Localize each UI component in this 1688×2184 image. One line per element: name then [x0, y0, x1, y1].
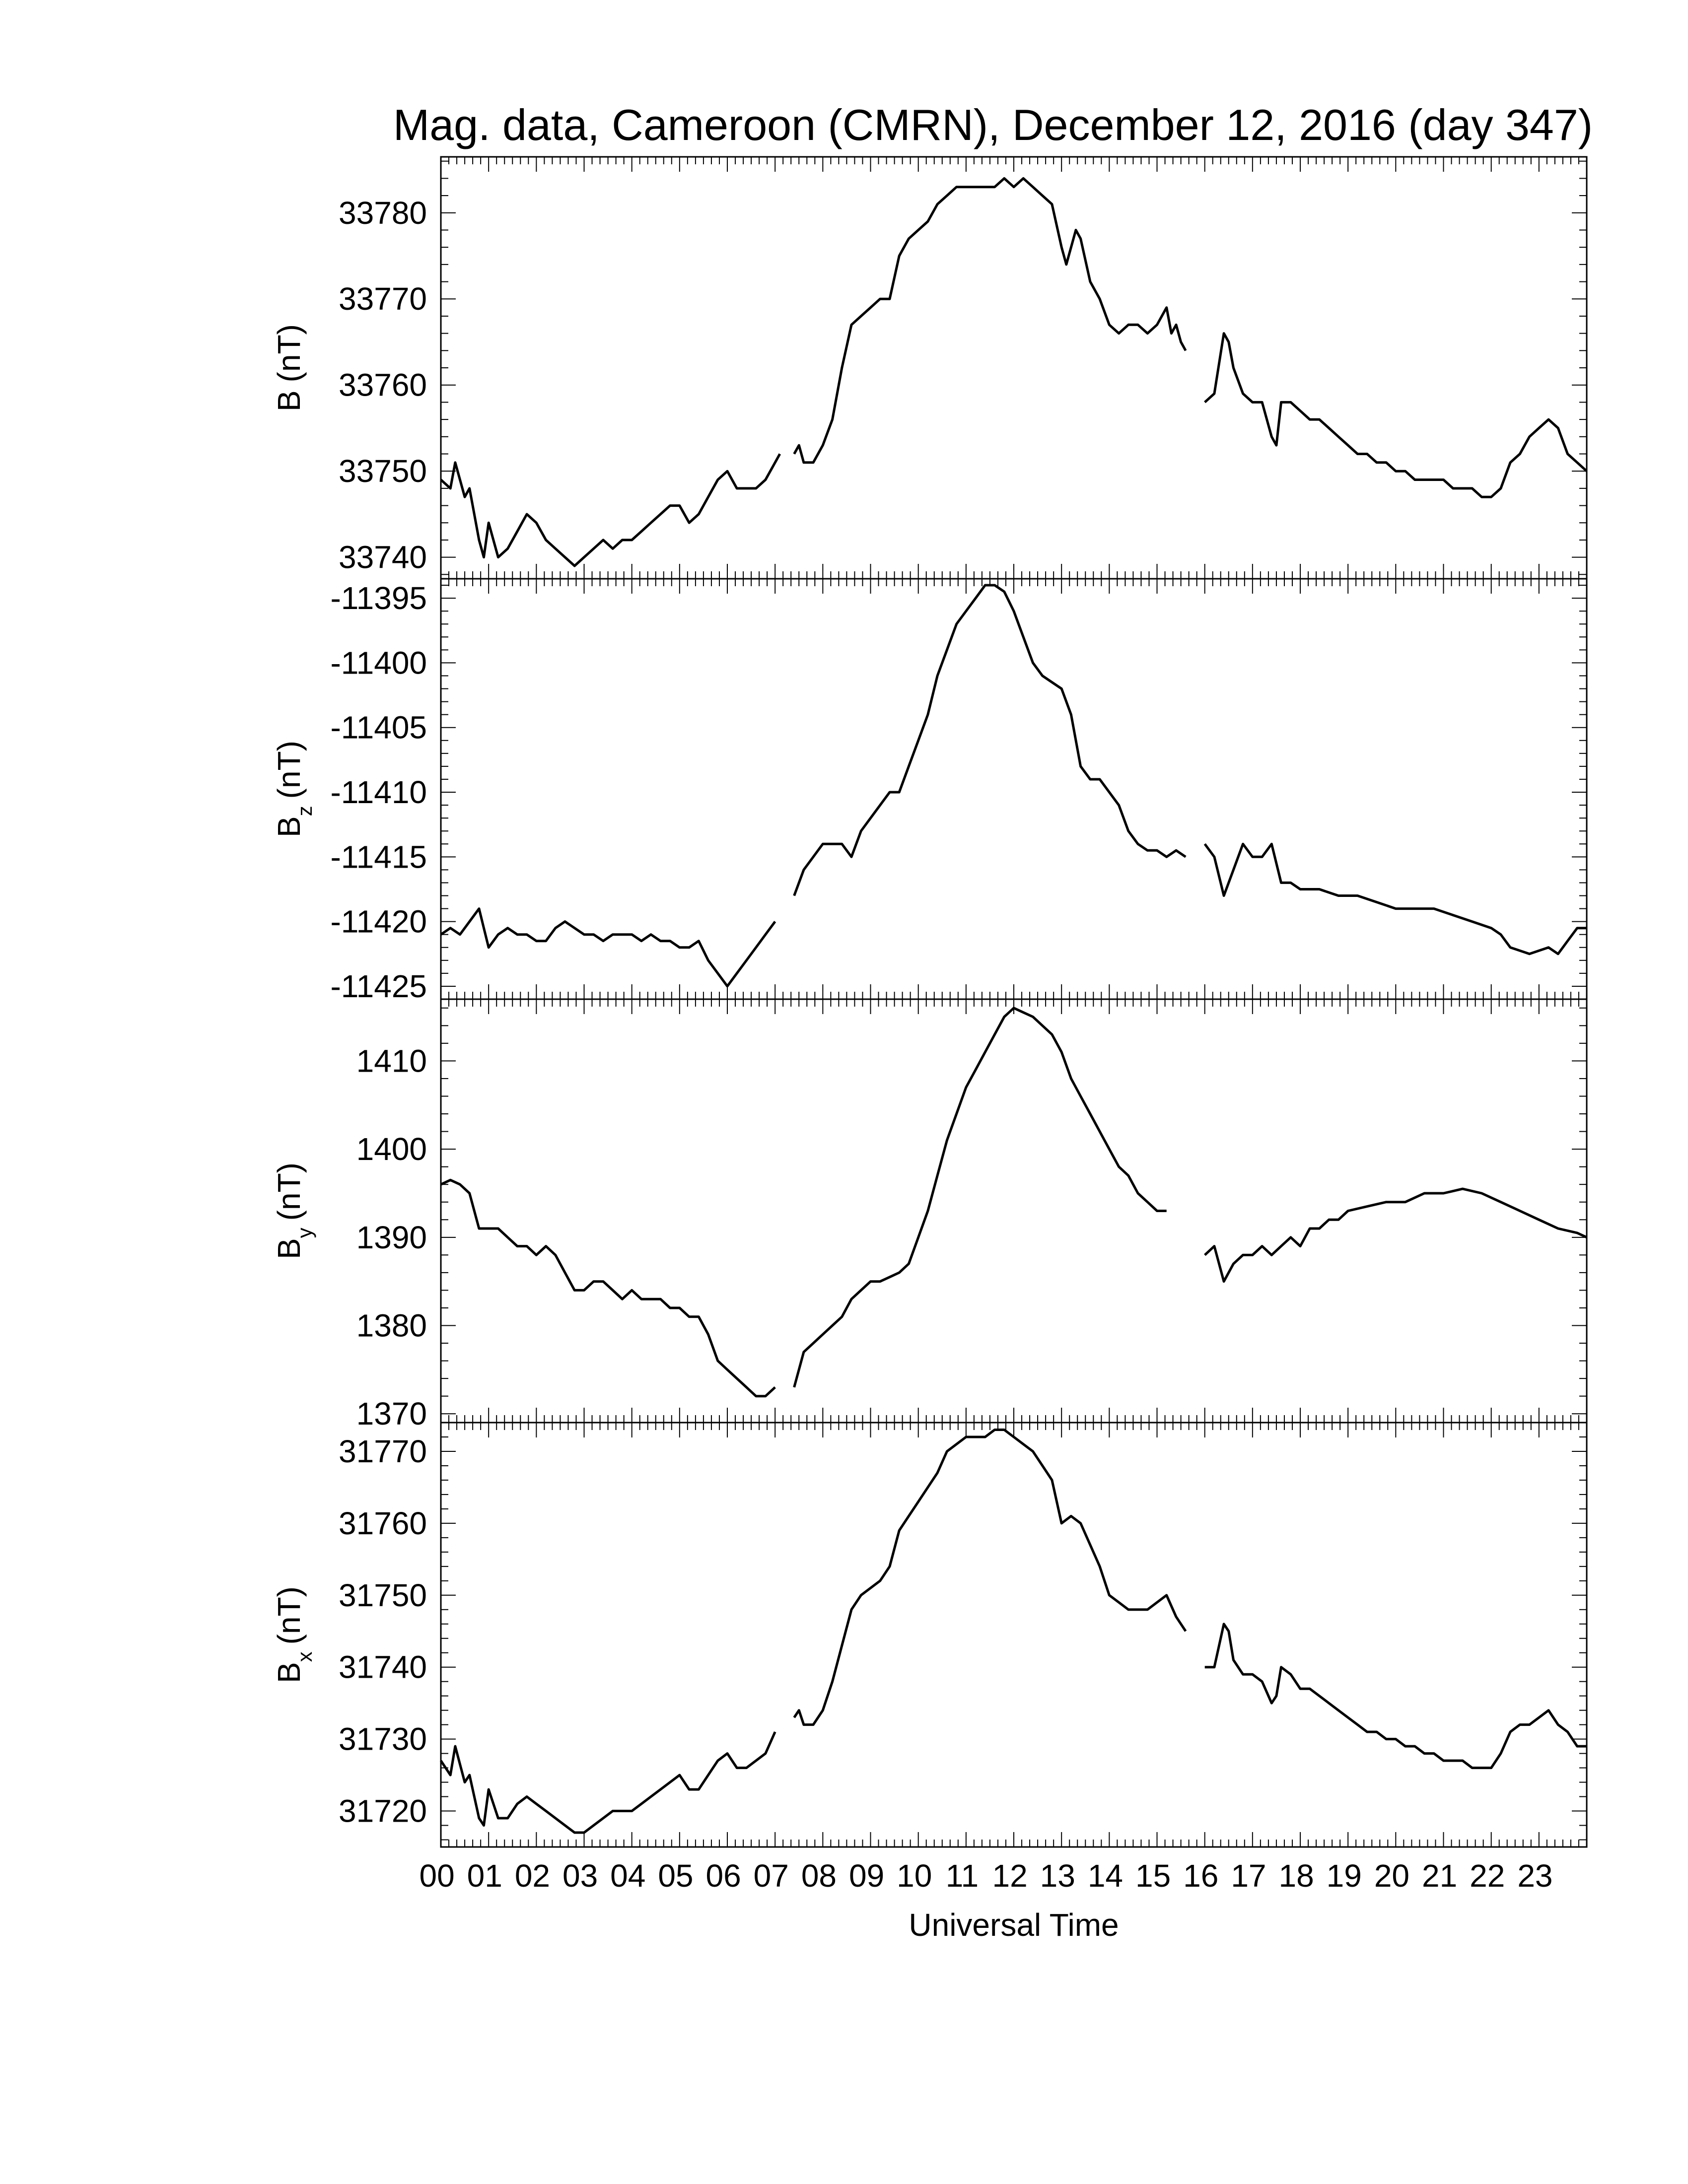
x-tick-label: 08 [801, 1858, 837, 1894]
series-line-segment [1204, 1623, 1587, 1770]
y-axis-label-unit: (nT) [271, 1162, 307, 1221]
x-tick-label: 22 [1470, 1858, 1505, 1894]
x-tick-label: 06 [705, 1858, 741, 1894]
panel-3: 1370 1380 1390 1400 1410 By (nT) [271, 998, 1588, 1432]
x-tick-label: 17 [1231, 1858, 1266, 1894]
y-tick-label: 1390 [356, 1220, 427, 1255]
panel-2: -11425 -11420 -11415 -11410 -11405 -11400 -113… [271, 578, 1588, 1004]
x-tick-label: 04 [610, 1858, 645, 1894]
x-tick-label: 12 [992, 1858, 1027, 1894]
y-tick-label: 1400 [356, 1131, 427, 1167]
x-tick-label: 21 [1422, 1858, 1457, 1894]
y-tick-label: 1380 [356, 1308, 427, 1344]
y-tick-label: -11425 [330, 968, 427, 1004]
x-tick-label: 02 [515, 1858, 550, 1894]
y-tick-label: 31730 [339, 1721, 427, 1757]
x-tick-label: 15 [1135, 1858, 1171, 1894]
series-line-segment [793, 1429, 1187, 1726]
y-axis-label: Bz (nT) [271, 741, 316, 837]
x-axis: 00 01 02 03 04 05 06 07 08 09 10 11 12 13 14 15 16 17 18 19… [419, 1858, 1552, 1894]
x-tick-label: 03 [563, 1858, 598, 1894]
y-tick-label: 31740 [339, 1649, 427, 1685]
series-line-segment [440, 907, 776, 988]
y-axis-label-unit: (nT) [271, 1586, 307, 1644]
x-tick-label: 18 [1278, 1858, 1314, 1894]
x-tick-label: 23 [1517, 1858, 1552, 1894]
x-tick-label: 19 [1327, 1858, 1362, 1894]
y-axis-label-main: B [271, 1238, 307, 1259]
y-tick-label: 1370 [356, 1396, 427, 1432]
y-tick-label: 31760 [339, 1505, 427, 1541]
panel-4: 31720 31730 31740 31750 31760 31770 Bx (nT) [271, 1422, 1588, 1848]
y-tick-label: 33740 [339, 540, 427, 575]
x-tick-label: 20 [1374, 1858, 1409, 1894]
x-tick-label: 16 [1183, 1858, 1218, 1894]
y-tick-label: -11400 [330, 645, 427, 681]
y-axis-label-unit: (nT) [271, 741, 307, 799]
y-axis-label-subscript: z [293, 806, 316, 816]
x-tick-label: 10 [897, 1858, 932, 1894]
series-line-segment [1204, 332, 1588, 498]
y-tick-label: -11415 [330, 839, 427, 875]
y-axis-label: By (nT) [271, 1162, 316, 1259]
series-line-segment [440, 1178, 776, 1398]
series-line-segment [1203, 842, 1587, 956]
x-tick-label: 09 [849, 1858, 884, 1894]
x-tick-label: 14 [1088, 1858, 1123, 1894]
y-tick-label: 33770 [339, 281, 427, 317]
series-line-segment [793, 1007, 1167, 1388]
y-tick-label: -11405 [330, 710, 427, 746]
series-line-segment [793, 584, 1187, 896]
panels-group: 3374033750337603377033780B(nT)-11425-114… [271, 156, 1588, 1848]
panel-1: 33740 33750 33760 33770 33780 B (nT) [271, 156, 1588, 580]
y-axis-label-main: B [271, 1662, 307, 1683]
y-tick-label: -11410 [330, 774, 427, 810]
y-tick-label: 33780 [339, 195, 427, 231]
y-tick-label: 33760 [339, 367, 427, 403]
y-tick-label: -11420 [330, 904, 427, 940]
y-axis-label-main: B [271, 816, 307, 837]
y-axis-label-subscript: x [293, 1651, 316, 1662]
y-tick-label: 33750 [339, 453, 427, 489]
series-line-segment [440, 453, 781, 567]
y-axis-label-unit: (nT) [271, 324, 307, 382]
y-tick-label: 31770 [339, 1433, 427, 1469]
y-tick-label: 31750 [339, 1577, 427, 1613]
y-tick-label: -11395 [330, 580, 427, 616]
x-tick-label: 01 [467, 1858, 502, 1894]
y-axis-label: Bx (nT) [271, 1586, 316, 1683]
x-tick-label: 00 [419, 1858, 454, 1894]
x-axis-label: Universal Time [909, 1907, 1119, 1943]
y-axis-label: B (nT) [271, 324, 307, 411]
x-tick-label: 07 [754, 1858, 789, 1894]
y-tick-label: 31720 [339, 1793, 427, 1829]
y-axis-label-main: B [271, 390, 307, 411]
x-tick-label: 11 [946, 1858, 979, 1894]
series-line-segment [793, 177, 1187, 464]
series-line-segment [1204, 1187, 1588, 1283]
chart-title: Mag. data, Cameroon (CMRN), December 12,… [393, 100, 1593, 149]
x-tick-label: 05 [658, 1858, 693, 1894]
series-line-segment [439, 1731, 776, 1834]
y-tick-label: 1410 [356, 1043, 427, 1079]
y-axis-label-subscript: y [293, 1228, 316, 1238]
x-tick-label: 13 [1040, 1858, 1075, 1894]
